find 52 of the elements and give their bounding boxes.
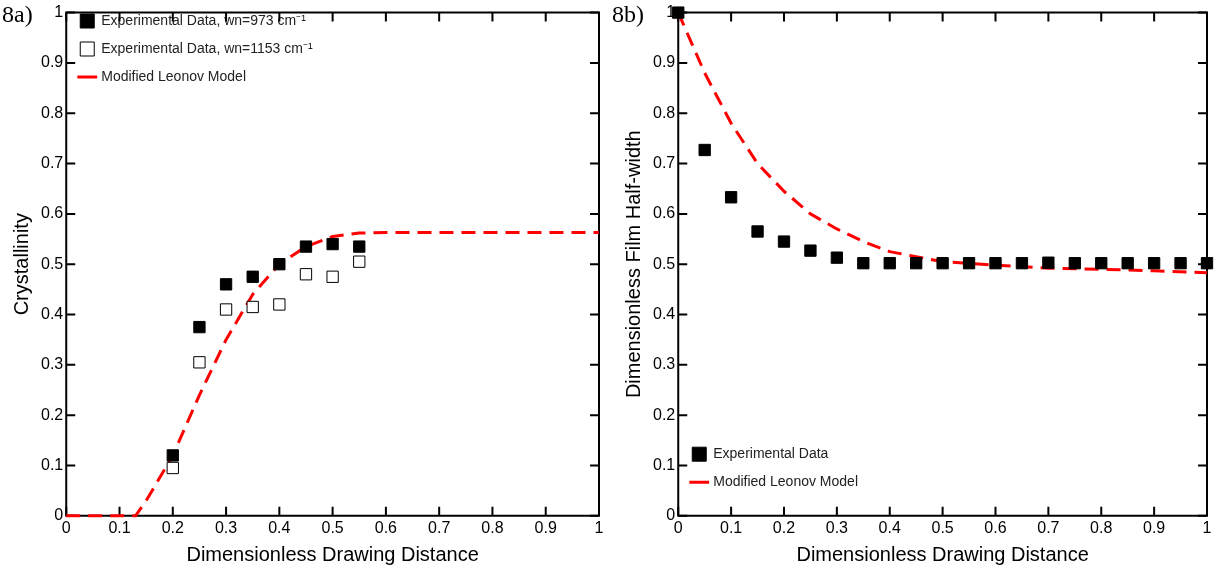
x-tick-label: 0.3	[214, 518, 238, 536]
y-tick-label: 0.2	[40, 405, 64, 423]
y-tick-label: 0.7	[652, 153, 676, 171]
y-tick-label: 0.9	[40, 53, 64, 71]
y-tick-label: 0.5	[40, 254, 64, 272]
chart-title: 8b)	[612, 1, 644, 28]
x-tick-label: 0.2	[161, 518, 185, 536]
x-tick-label: 0.1	[108, 518, 131, 536]
x-tick-label: 0.7	[428, 518, 451, 536]
y-tick-label: 1	[54, 3, 64, 21]
x-tick-label: 0.5	[321, 518, 344, 536]
y-tick-label: 0	[54, 506, 64, 524]
y-tick-label: 0.9	[652, 53, 676, 71]
y-tick-label: 0.4	[40, 304, 64, 322]
y-tick-label: 0.3	[652, 355, 676, 373]
y-tick-label: 0.3	[40, 355, 64, 373]
x-tick-label: 0.7	[1037, 518, 1060, 536]
y-tick-label: 0.2	[652, 405, 676, 423]
x-tick-label: 1	[1202, 518, 1212, 536]
y-tick-label: 0.8	[652, 103, 676, 121]
x-tick-label: 0.1	[719, 518, 743, 536]
x-tick-label: 0.8	[481, 518, 504, 536]
x-tick-label: 0.9	[1143, 518, 1166, 536]
legend-label: Modified Leonov Model	[101, 67, 247, 84]
y-tick-label: 0.6	[40, 204, 64, 222]
y-axis-title: Crystallinity	[9, 213, 32, 316]
legend-label: Experimental Data	[713, 445, 829, 462]
legend-label: Modified Leonov Model	[713, 473, 859, 490]
y-tick-label: 0.1	[40, 455, 64, 473]
y-tick-label: 0	[666, 506, 676, 524]
x-tick-label: 0.3	[825, 518, 849, 536]
x-axis-title: Dimensionless Drawing Distance	[186, 542, 479, 565]
x-tick-label: 0.2	[772, 518, 796, 536]
legend-label: Experimental Data, wn=973 cm⁻¹	[101, 11, 307, 28]
x-tick-label: 0.6	[984, 518, 1007, 536]
x-axis-title: Dimensionless Drawing Distance	[796, 542, 1089, 565]
x-tick-label: 0.6	[374, 518, 398, 536]
y-tick-label: 0.8	[40, 103, 64, 121]
y-tick-label: 0.6	[652, 204, 676, 222]
x-tick-label: 0.5	[931, 518, 954, 536]
chart-title: 8a)	[2, 1, 33, 28]
y-tick-label: 0.4	[652, 304, 676, 322]
y-tick-label: 0.5	[652, 254, 676, 272]
x-tick-label: 1	[594, 518, 604, 536]
legend-label: Experimental Data, wn=1153 cm⁻¹	[101, 39, 313, 56]
x-tick-label: 0.4	[878, 518, 901, 536]
x-tick-label: 0.9	[534, 518, 557, 536]
x-tick-label: 0.8	[1090, 518, 1113, 536]
y-axis-title: Dimensionless Film Half-width	[621, 130, 644, 399]
y-tick-label: 0.7	[40, 153, 64, 171]
y-tick-label: 0.1	[652, 455, 676, 473]
x-tick-label: 0.4	[268, 518, 291, 536]
